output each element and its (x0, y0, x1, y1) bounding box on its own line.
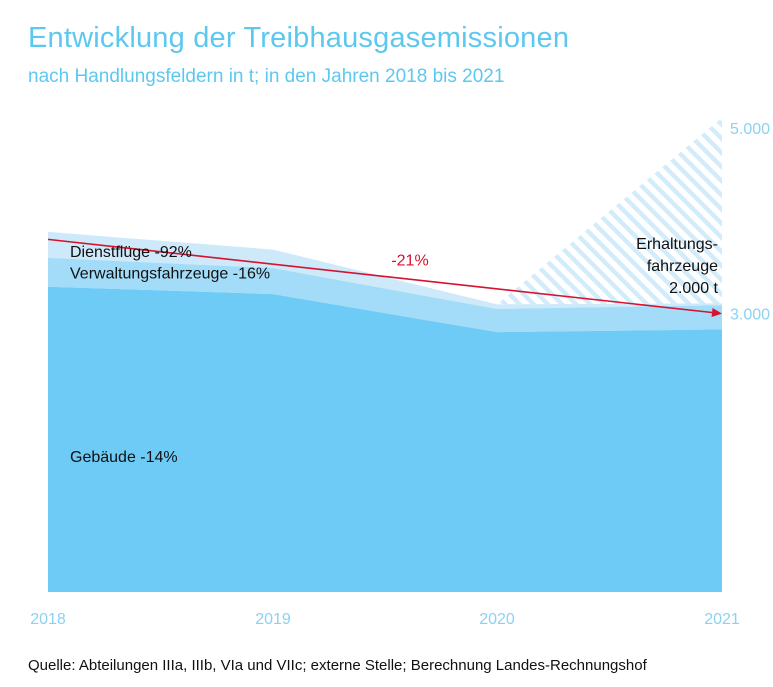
area-chart: 3.800 t -21% Dienstflüge -92% Verwaltung… (30, 117, 770, 628)
trend-arrowhead (711, 308, 722, 317)
x-tick-2021: 2021 (704, 611, 740, 628)
source-note: Quelle: Abteilungen IIIa, IIIb, VIa und … (28, 657, 647, 674)
erhaltung-label-line-2: fahrzeuge (647, 258, 718, 275)
x-tick-2019: 2019 (255, 611, 291, 628)
trend-arrow (47, 238, 713, 314)
area-gebaeude (48, 286, 722, 592)
chart-title: Entwicklung der Treibhausgasemissionen (28, 22, 570, 54)
x-tick-2018: 2018 (30, 611, 66, 628)
series-label-gebaeude: Gebäude -14% (70, 449, 178, 466)
chart-subtitle: nach Handlungsfeldern in t; in den Jahre… (28, 66, 505, 87)
y-tick-3000: 3.000 (730, 307, 770, 324)
erhaltung-label-line-3: 2.000 t (669, 280, 718, 297)
area-verwaltungsfahrzeuge (48, 257, 722, 333)
x-tick-2020: 2020 (479, 611, 515, 628)
erhaltung-label-line-1: Erhaltungs- (636, 236, 718, 253)
series-label-dienstfluege: Dienstflüge -92% (70, 244, 192, 261)
series-label-verwaltungsfahrzeuge: Verwaltungsfahrzeuge -16% (70, 265, 270, 282)
area-erhaltungsfahrzeuge (497, 117, 722, 305)
area-dienstfluege (48, 231, 722, 309)
start-value-label: 3.800 t (52, 217, 101, 234)
trend-label: -21% (391, 252, 428, 269)
y-tick-5000: 5.000 (730, 121, 770, 138)
